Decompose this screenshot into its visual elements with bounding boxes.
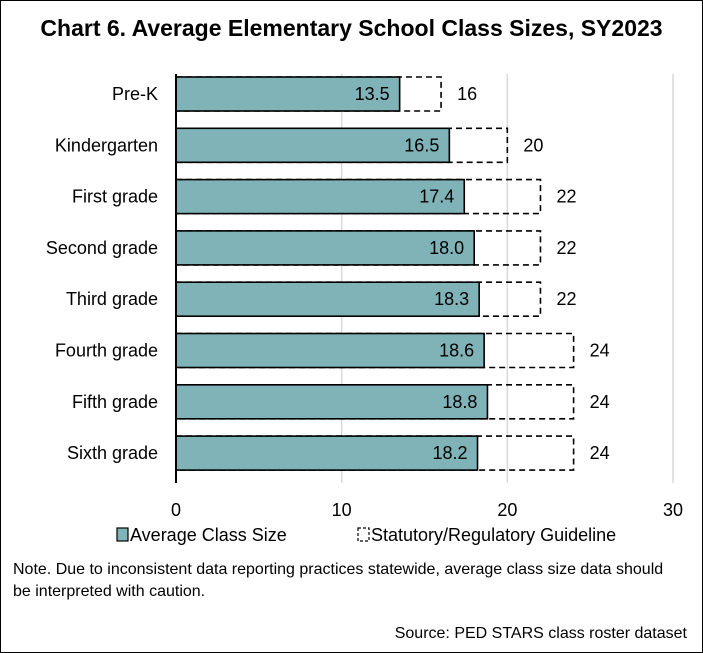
guideline-value-label: 22 — [556, 289, 576, 309]
average-bar — [175, 178, 466, 215]
category-label: Sixth grade — [67, 443, 158, 463]
guideline-value-label: 24 — [590, 443, 610, 463]
average-bar — [175, 76, 401, 112]
average-value-label: 16.5 — [404, 135, 439, 155]
x-tick-label: 20 — [497, 500, 517, 520]
guideline-value-label: 24 — [590, 392, 610, 412]
guideline-value-label: 20 — [523, 135, 543, 155]
average-bar — [175, 230, 476, 266]
legend-guideline-swatch — [357, 527, 370, 542]
average-value-label: 18.6 — [439, 341, 474, 361]
legend-guideline-label: Statutory/Regulatory Guideline — [371, 525, 616, 545]
average-value-label: 18.2 — [432, 443, 467, 463]
category-label: First grade — [72, 187, 158, 207]
chart-title: Chart 6. Average Elementary School Class… — [40, 15, 663, 41]
category-label: Fourth grade — [55, 341, 158, 361]
guideline-value-label: 24 — [590, 341, 610, 361]
category-label: Second grade — [46, 238, 158, 258]
x-tick-label: 0 — [171, 500, 181, 520]
average-value-label: 13.5 — [355, 84, 390, 104]
guideline-value-label: 22 — [556, 187, 576, 207]
average-value-label: 18.8 — [442, 392, 477, 412]
chart-source: Source: PED STARS class roster dataset — [394, 625, 687, 642]
legend-average-swatch — [116, 527, 129, 542]
average-bar — [175, 332, 485, 369]
x-tick-label: 10 — [332, 500, 352, 520]
x-tick-label: 30 — [663, 500, 683, 520]
average-value-label: 18.0 — [429, 238, 464, 258]
average-bar — [175, 435, 479, 471]
category-label: Pre-K — [112, 84, 158, 104]
guideline-value-label: 22 — [556, 238, 576, 258]
category-label: Fifth grade — [72, 392, 158, 412]
average-value-label: 17.4 — [419, 187, 454, 207]
average-value-label: 18.3 — [434, 289, 469, 309]
chart-note: Note. Due to inconsistent data reporting… — [13, 561, 664, 600]
average-bar — [175, 281, 480, 318]
guideline-value-label: 16 — [457, 84, 477, 104]
category-label: Kindergarten — [55, 135, 158, 155]
legend-average-label: Average Class Size — [130, 525, 287, 545]
category-label: Third grade — [66, 289, 158, 309]
average-bar — [175, 127, 451, 164]
average-bar — [175, 383, 489, 420]
